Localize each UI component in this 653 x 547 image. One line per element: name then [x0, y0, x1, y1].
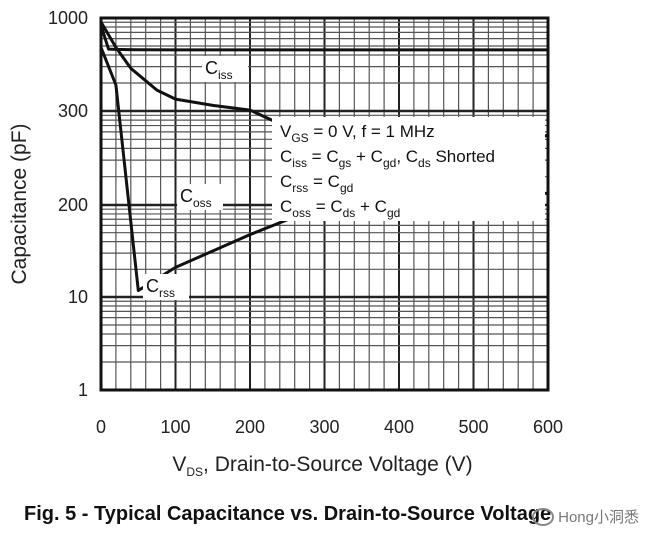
- x-tick-label: 400: [384, 417, 414, 437]
- y-tick-label: 1: [78, 380, 88, 400]
- x-tick-label: 200: [235, 417, 265, 437]
- figure-caption: Fig. 5 - Typical Capacitance vs. Drain-t…: [24, 503, 552, 525]
- x-tick-label: 500: [458, 417, 488, 437]
- y-tick-label: 300: [58, 101, 88, 121]
- x-tick-label: 600: [533, 417, 563, 437]
- y-tick-labels: 1 10 200 300 1000: [48, 8, 88, 400]
- annotation-bg: [272, 117, 545, 221]
- series-label-Ciss: Ciss: [205, 58, 233, 82]
- y-tick-label: 1000: [48, 8, 88, 28]
- annotation-line: Coss = Cds + Cgd: [280, 197, 400, 220]
- y-tick-label: 10: [68, 287, 88, 307]
- plot-frame: [99, 16, 550, 392]
- annotation-line: Crss = Cgd: [280, 172, 353, 195]
- chat-bubble-icon: [532, 507, 555, 526]
- series-line-Ciss: [99, 24, 548, 52]
- x-tick-label: 100: [160, 417, 190, 437]
- x-axis-title: VDS, Drain-to-Source Voltage (V): [172, 453, 472, 479]
- y-tick-label: 200: [58, 195, 88, 215]
- watermark-text: Hong小洞悉: [558, 509, 639, 526]
- series-label-Crss: Crss: [146, 276, 175, 300]
- watermark: Hong小洞悉: [532, 506, 639, 527]
- series-label-Coss: Coss: [180, 186, 212, 210]
- series-label-bg: [177, 184, 223, 210]
- series-label-bg: [143, 274, 189, 300]
- x-tick-label: 300: [309, 417, 339, 437]
- series-label-bg: [202, 56, 248, 82]
- x-tick-labels: 0 100 200 300 400 500 600: [96, 417, 563, 437]
- annotation-line: Ciss = Cgs + Cgd, Cds Shorted: [280, 147, 495, 170]
- y-axis-title: Capacitance (pF): [8, 123, 31, 284]
- annotation-line: VGS = 0 V, f = 1 MHz: [280, 122, 435, 145]
- x-tick-label: 0: [96, 417, 106, 437]
